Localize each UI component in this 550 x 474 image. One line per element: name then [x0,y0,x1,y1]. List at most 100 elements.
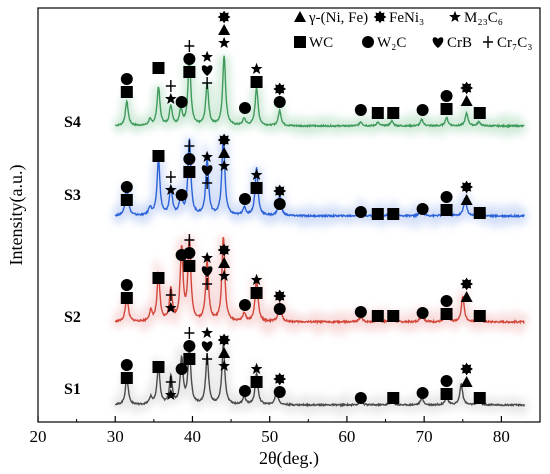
m23c6-marker [201,50,213,62]
series-label-s3: S3 [64,187,81,204]
wc-marker [294,36,306,48]
cr7c3-marker [184,140,195,152]
w2c-marker [183,340,196,352]
feni3-marker [217,133,231,147]
series-line-s3 [114,135,525,219]
legend-label: γ-(Ni, Fe) [308,10,368,26]
feni3-marker [373,10,387,24]
wc-marker [250,76,263,88]
gamma-marker [294,11,306,22]
wc-marker [183,166,196,178]
cr7c3-marker [165,80,176,92]
wc-marker [387,392,400,404]
legend-label: Cr₇C₃ [497,35,532,51]
x-tick-label: 40 [184,427,201,446]
m23c6-marker [250,62,263,74]
m23c6-marker [164,92,177,104]
gamma-marker [460,95,473,106]
feni3-marker [273,372,287,386]
w2c-marker [120,279,133,291]
series-lines [114,55,526,408]
m23c6-marker [201,150,213,162]
m23c6-marker [250,362,263,374]
markers-s4 [120,10,486,119]
plot-frame [37,7,541,423]
series-line-s4 [115,55,525,129]
gamma-marker [460,291,473,302]
series-label-s4: S4 [64,114,81,131]
legend-label: W₂C [377,35,406,51]
w2c-marker [175,96,188,108]
wc-marker [183,353,196,365]
legend-item: FeNi₃ [373,10,424,26]
wc-marker [387,107,400,119]
gamma-marker [218,24,231,35]
w2c-marker [183,53,196,65]
w2c-marker [354,306,367,318]
wc-marker [152,62,165,74]
series-labels: S4 S3 S2 S1 [64,114,81,398]
gamma-marker [460,194,473,205]
legend-label: FeNi₃ [389,10,424,26]
gamma-marker [460,376,473,387]
wc-marker [387,208,400,220]
m23c6-marker [250,168,263,180]
legend: γ-(Ni, Fe) FeNi₃ M₂₃C₆ WC W₂C CrB Cr₇C₃ [294,10,532,51]
feni3-marker [460,362,473,376]
wc-marker [371,208,384,220]
wc-marker [440,204,453,216]
wc-marker [473,207,486,219]
series-line-s1 [114,344,526,408]
x-tick-label: 30 [107,427,124,446]
series-label-s1: S1 [64,381,81,398]
m23c6-marker [218,159,230,171]
x-tick-label: 80 [493,427,510,446]
w2c-marker [416,387,429,399]
wc-marker [473,107,486,119]
wc-marker [250,376,263,388]
wc-marker [120,194,133,206]
w2c-marker [120,181,133,193]
phase-markers [120,10,486,404]
legend-label: CrB [447,35,472,51]
crb-marker [432,37,444,48]
wc-marker [387,310,400,322]
feni3-marker [460,180,473,194]
m23c6-marker [164,183,177,195]
w2c-marker [416,307,429,319]
gamma-marker [218,347,231,358]
series-glow-layer [111,55,530,421]
wc-marker [473,392,486,404]
w2c-marker [120,73,133,85]
x-tick-label: 20 [30,427,47,446]
feni3-marker [273,184,287,198]
crb-marker [201,165,213,176]
crb-marker [201,341,213,352]
w2c-marker [354,392,367,404]
series-label-s2: S2 [64,309,81,326]
w2c-marker [238,102,251,114]
w2c-marker [273,198,286,210]
wc-marker [120,86,133,98]
m23c6-marker [201,251,213,263]
w2c-marker [183,247,196,259]
wc-marker [440,308,453,320]
m23c6-marker [218,36,230,48]
w2c-marker [440,191,453,203]
gamma-marker [218,257,231,268]
wc-marker [183,66,196,78]
wc-marker [440,388,453,400]
x-tick-label: 60 [338,427,355,446]
w2c-marker [273,386,286,398]
legend-item: W₂C [362,35,406,51]
feni3-marker [217,243,231,257]
wc-marker [371,310,384,322]
legend-label: WC [309,35,333,51]
wc-marker [371,107,384,119]
cr7c3-marker [165,171,176,183]
feni3-marker [460,81,473,95]
m23c6-marker [201,326,213,338]
w2c-marker [362,36,374,48]
m23c6-marker [164,301,177,313]
